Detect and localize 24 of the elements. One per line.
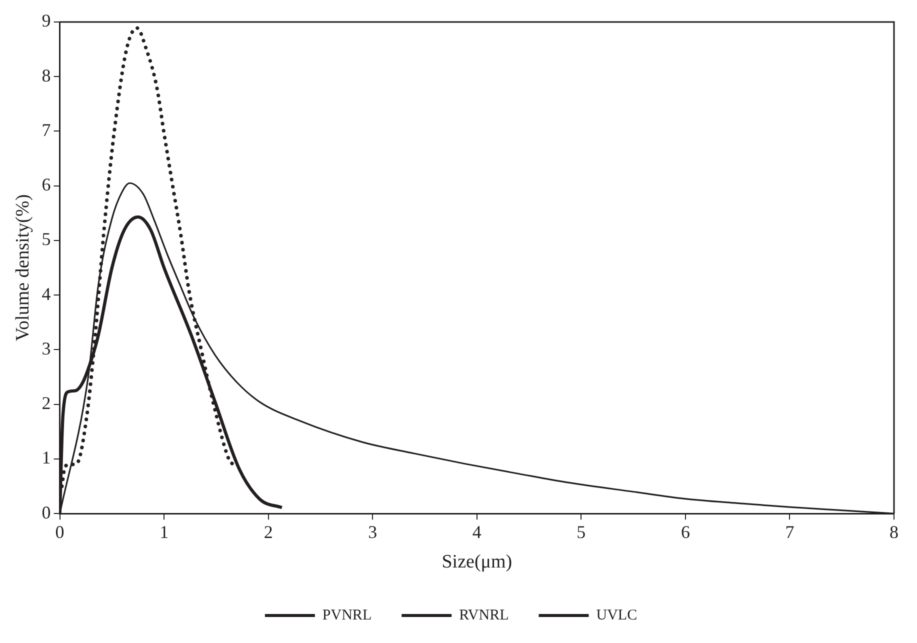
legend-label: RVNRL [459, 607, 509, 624]
y-tick-label: 5 [42, 229, 51, 250]
y-tick-label: 9 [42, 10, 51, 31]
x-tick-label: 7 [785, 522, 794, 542]
x-tick-label: 5 [576, 522, 586, 542]
x-tick-label: 8 [890, 522, 898, 542]
y-axis-title: Volume density(%) [12, 194, 34, 342]
y-tick-label: 1 [42, 448, 51, 468]
y-tick-label: 2 [42, 393, 51, 414]
x-tick-label: 0 [55, 522, 64, 542]
x-tick-label: 4 [472, 522, 482, 542]
x-tick-label: 2 [264, 522, 273, 542]
y-tick-label: 3 [42, 338, 51, 358]
y-tick-label: 7 [42, 120, 51, 140]
x-tick-label: 6 [680, 522, 690, 542]
x-tick-label: 3 [368, 522, 378, 542]
x-tick-label: 1 [160, 522, 169, 542]
y-tick-label: 6 [42, 174, 51, 195]
y-tick-label: 4 [42, 284, 51, 304]
y-tick-label: 0 [42, 502, 51, 522]
legend-label: UVLC [596, 607, 638, 624]
legend-label: PVNRL [322, 607, 372, 624]
y-tick-label: 8 [42, 65, 51, 86]
x-axis-title: Size(μm) [442, 552, 512, 573]
